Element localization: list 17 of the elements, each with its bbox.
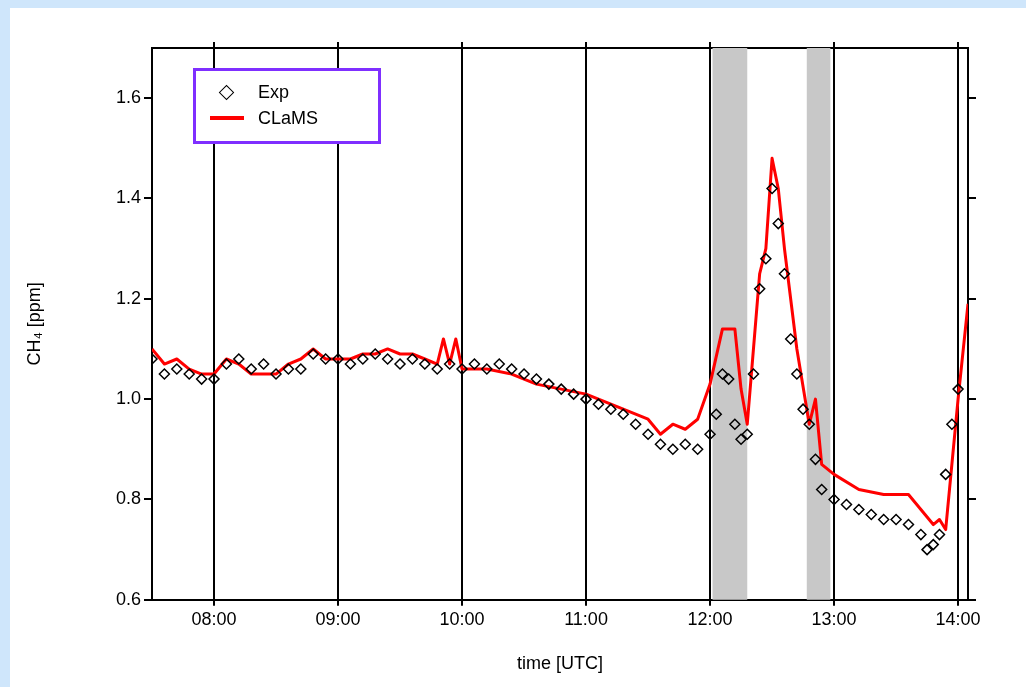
legend-label: Exp [258, 81, 290, 103]
x-tick-label: 13:00 [811, 608, 857, 629]
y-tick-label: 0.6 [115, 588, 141, 609]
legend-label: CLaMS [258, 107, 319, 129]
x-tick-label: 12:00 [687, 608, 733, 629]
y-tick-label: 1.2 [115, 287, 141, 308]
y-axis-title: CH₄ [ppm] [23, 282, 44, 366]
x-tick-label: 10:00 [439, 608, 485, 629]
y-tick-label: 1.0 [115, 388, 141, 409]
x-tick-label: 11:00 [564, 608, 608, 629]
x-tick-label: 14:00 [935, 608, 981, 629]
y-tick-label: 0.8 [115, 488, 141, 509]
x-tick-label: 08:00 [191, 608, 237, 629]
y-tick-label: 1.4 [115, 187, 141, 208]
y-tick-label: 1.6 [115, 87, 141, 108]
x-tick-label: 09:00 [315, 608, 361, 629]
x-axis-title: time [UTC] [516, 653, 604, 674]
